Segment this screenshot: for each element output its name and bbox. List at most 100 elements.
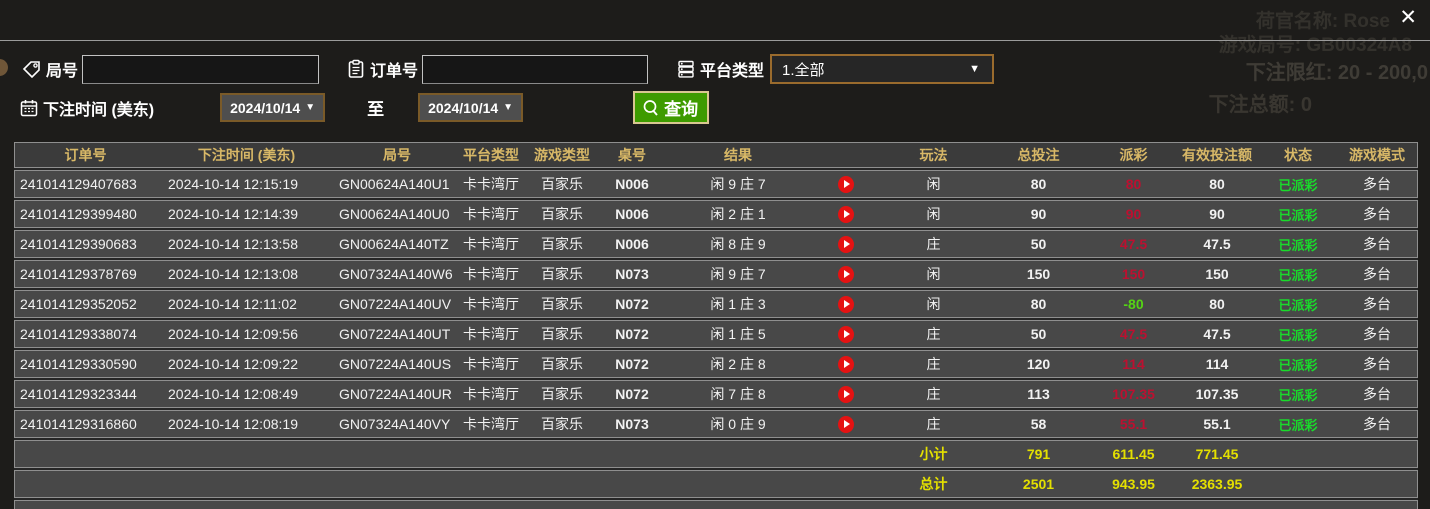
replay-play-icon[interactable] (838, 325, 854, 343)
cell-game-no: GN07224A140US (339, 356, 452, 372)
replay-play-icon[interactable] (838, 235, 854, 253)
cell-game-no: GN00624A140TZ (339, 236, 449, 252)
platform-type-select[interactable]: 1.全部 ▼ (770, 54, 995, 84)
game-no-input[interactable] (82, 54, 320, 84)
date-to-picker[interactable]: 2024/10/14 ▼ (418, 93, 524, 122)
cell-payout: 47.5 (1119, 236, 1148, 252)
table-header-row: 订单号 下注时间 (美东) 局号 平台类型 游戏类型 桌号 结果 玩法 总投注 派彩 有效投注额 状态… (14, 142, 1418, 168)
cell-replay (811, 385, 881, 403)
cell-platform: 卡卡湾厅 (463, 326, 519, 342)
order-no-label-group: 订单号 (346, 57, 418, 81)
bet-time-label: 下注时间 (美东) (43, 101, 155, 119)
cell-game-mode: 多台 (1363, 356, 1391, 372)
cell-table-no: N072 (615, 356, 649, 372)
cell-game-mode: 多台 (1363, 386, 1391, 402)
column-header: 有效投注额 (1182, 147, 1252, 163)
order-no-input[interactable] (422, 54, 649, 84)
cell-replay (811, 265, 881, 283)
cell-platform: 卡卡湾厅 (463, 416, 519, 432)
cell-status: 已派彩 (1278, 297, 1318, 313)
replay-play-icon[interactable] (838, 205, 854, 223)
subtotal-row-payout: 611.45 (1112, 446, 1155, 462)
replay-play-icon[interactable] (838, 265, 854, 283)
game-no-label-group: 局号 (22, 57, 78, 81)
cell-platform: 卡卡湾厅 (463, 176, 519, 192)
cell-bet-type: 庄 (926, 356, 941, 372)
cell-game-no: GN00624A140U1 (339, 176, 450, 192)
background-bet-sum: 下注总额: 0 (1208, 94, 1312, 116)
cell-table-no: N072 (615, 326, 649, 342)
subtotal-row-total-bet: 791 (1026, 446, 1051, 462)
cell-game-no: GN00624A140U0 (339, 206, 450, 222)
total-row-payout: 943.95 (1112, 476, 1155, 492)
cell-platform: 卡卡湾厅 (463, 386, 519, 402)
edge-handle[interactable] (0, 59, 8, 76)
cell-game-mode: 多台 (1363, 266, 1391, 282)
chevron-down-icon: ▼ (969, 63, 981, 75)
replay-play-icon[interactable] (838, 385, 854, 403)
cell-bet-type: 闲 (926, 206, 941, 222)
table-row: 241014129352052 2024-10-14 12:11:02 GN0722… (14, 290, 1418, 318)
server-stack-icon (678, 60, 694, 78)
cell-bet-time: 2024-10-14 12:08:19 (168, 416, 298, 432)
replay-play-icon[interactable] (838, 175, 854, 193)
replay-play-icon[interactable] (838, 355, 854, 373)
cell-payout: 150 (1121, 266, 1146, 282)
cell-game-no: GN07324A140W6 (339, 266, 453, 282)
total-row-valid-bet: 2363.95 (1191, 476, 1243, 492)
cell-total-bet: 50 (1030, 236, 1047, 252)
cell-valid-bet: 80 (1209, 176, 1225, 192)
table-row: 241014129390683 2024-10-14 12:13:58 GN0062… (14, 230, 1418, 258)
date-from-picker[interactable]: 2024/10/14 ▼ (220, 93, 326, 122)
cell-table-no: N006 (615, 176, 649, 192)
cell-result: 闲 2 庄 8 (710, 356, 766, 372)
cell-game-type: 百家乐 (541, 356, 583, 372)
chevron-down-icon: ▼ (503, 102, 514, 113)
cell-payout: -80 (1123, 296, 1144, 312)
total-row-label: 总计 (919, 476, 948, 492)
cell-valid-bet: 114 (1205, 356, 1229, 372)
cell-total-bet: 50 (1030, 326, 1047, 342)
cell-bet-time: 2024-10-14 12:08:49 (168, 386, 298, 402)
replay-play-icon[interactable] (838, 415, 854, 433)
table-empty-row (14, 500, 1418, 509)
cell-game-type: 百家乐 (541, 326, 583, 342)
calendar-icon (20, 99, 38, 116)
platform-type-label: 平台类型 (700, 63, 765, 80)
cell-bet-time: 2024-10-14 12:09:56 (168, 326, 298, 342)
cell-game-no: GN07224A140UR (339, 386, 452, 402)
cell-result: 闲 7 庄 8 (710, 386, 766, 402)
cell-result: 闲 9 庄 7 (710, 266, 766, 282)
replay-play-icon[interactable] (838, 295, 854, 313)
search-button[interactable]: 查询 (633, 91, 710, 124)
table-row: 241014129338074 2024-10-14 12:09:56 GN0722… (14, 320, 1418, 348)
cell-valid-bet: 55.1 (1203, 416, 1231, 432)
table-row: 241014129399480 2024-10-14 12:14:39 GN0062… (14, 200, 1418, 228)
cell-game-mode: 多台 (1363, 326, 1391, 342)
cell-order-no: 241014129338074 (20, 326, 137, 342)
table-row: 241014129323344 2024-10-14 12:08:49 GN0722… (14, 380, 1418, 408)
cell-bet-time: 2024-10-14 12:09:22 (168, 356, 298, 372)
search-icon (643, 99, 658, 116)
cell-game-mode: 多台 (1363, 236, 1391, 252)
cell-order-no: 241014129352052 (20, 296, 137, 312)
background-bet-limit: 下注限红: 20 - 200,0 (1245, 62, 1428, 84)
cell-payout: 80 (1125, 176, 1142, 192)
cell-status: 已派彩 (1278, 327, 1318, 343)
cell-table-no: N072 (615, 296, 649, 312)
cell-bet-type: 闲 (926, 296, 941, 312)
cell-result: 闲 1 庄 5 (710, 326, 766, 342)
cell-payout: 47.5 (1119, 326, 1148, 342)
cell-replay (811, 325, 881, 343)
cell-valid-bet: 47.5 (1203, 236, 1231, 252)
close-icon[interactable]: ✕ (1399, 6, 1417, 29)
cell-status: 已派彩 (1278, 207, 1318, 223)
column-header: 平台类型 (463, 147, 519, 163)
column-header: 局号 (383, 147, 411, 163)
cell-replay (811, 235, 881, 253)
cell-table-no: N072 (615, 386, 649, 402)
cell-result: 闲 8 庄 9 (710, 236, 766, 252)
cell-total-bet: 113 (1027, 386, 1050, 402)
cell-game-mode: 多台 (1363, 176, 1391, 192)
